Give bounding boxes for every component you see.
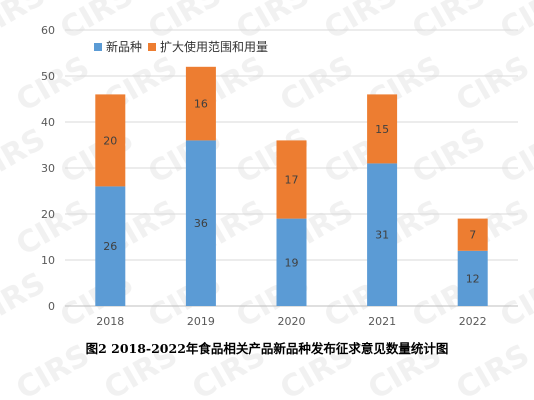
data-label: 26 [103, 240, 117, 253]
y-tick-label: 40 [41, 116, 55, 129]
data-label: 36 [194, 217, 208, 230]
bar-expanded-scope-2018 [95, 94, 126, 187]
bar-expanded-scope-2021 [367, 94, 398, 164]
legend-item-new-varieties: 新品种 [94, 38, 142, 55]
legend-item-expanded-scope: 扩大使用范围和用量 [148, 38, 268, 55]
data-label: 31 [375, 229, 389, 242]
data-label: 17 [285, 174, 299, 187]
y-tick-label: 0 [48, 300, 55, 313]
bar-expanded-scope-2020 [276, 140, 307, 219]
bar-new-varieties-2020 [276, 218, 307, 306]
y-tick-label: 60 [41, 24, 55, 37]
bar-new-varieties-2018 [95, 186, 126, 306]
legend: 新品种 扩大使用范围和用量 [94, 38, 268, 55]
y-tick-label: 50 [41, 70, 55, 83]
bar-new-varieties-2022 [457, 250, 488, 306]
data-label: 16 [194, 98, 208, 111]
bar-new-varieties-2021 [367, 163, 398, 306]
bar-expanded-scope-2022 [457, 218, 488, 251]
x-tick-label: 2021 [368, 315, 396, 328]
legend-swatch-new-varieties [94, 42, 102, 51]
x-tick-label: 2022 [459, 315, 487, 328]
legend-label-expanded-scope: 扩大使用范围和用量 [160, 40, 269, 54]
bar-expanded-scope-2019 [185, 66, 216, 141]
x-tick-label: 2020 [278, 315, 306, 328]
legend-swatch-expanded-scope [148, 42, 157, 51]
x-tick-label: 2018 [96, 315, 124, 328]
y-tick-label: 10 [41, 254, 55, 267]
legend-label-new-varieties: 新品种 [106, 40, 143, 54]
bar-new-varieties-2019 [185, 140, 216, 306]
y-tick-label: 30 [41, 162, 55, 175]
x-tick-label: 2019 [187, 315, 215, 328]
chart-title: 图2 2018-2022年食品相关产品新品种发布征求意见数量统计图 [85, 341, 449, 356]
data-label: 15 [375, 123, 389, 136]
data-label: 19 [285, 256, 299, 269]
data-label: 20 [103, 134, 117, 147]
data-label: 7 [469, 229, 476, 242]
y-tick-label: 20 [41, 208, 55, 221]
data-label: 12 [466, 272, 480, 285]
